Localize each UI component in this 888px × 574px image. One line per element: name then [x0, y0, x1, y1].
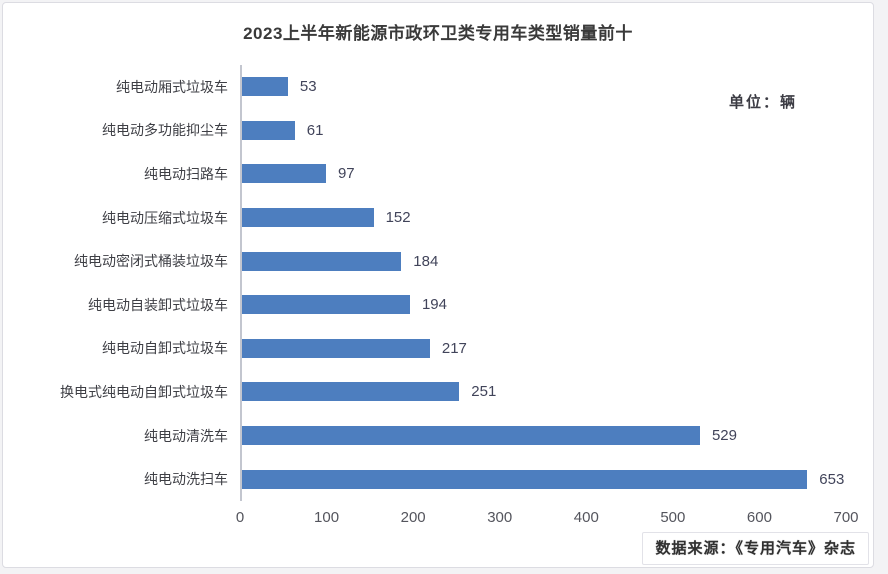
value-label: 61 — [306, 121, 324, 139]
bar-track: 194 — [240, 282, 848, 327]
bar — [242, 164, 326, 184]
bar-track: 251 — [240, 370, 848, 414]
unit-label: 单位：辆 — [728, 94, 797, 111]
bar-track: 97 — [240, 152, 848, 196]
bar-track: 53 — [240, 65, 848, 109]
category-label: 换电式纯电动自卸式垃圾车 — [60, 383, 228, 400]
x-tick-label: 600 — [746, 508, 772, 526]
category-label: 纯电动清洗车 — [144, 427, 228, 444]
bar-track: 184 — [240, 239, 848, 283]
x-tick-label: 300 — [487, 508, 513, 526]
chart-title: 2023上半年新能源市政环卫类专用车类型销量前十 — [243, 24, 633, 43]
bar — [242, 251, 402, 271]
bar — [242, 295, 410, 315]
category-label: 纯电动多功能抑尘车 — [102, 122, 228, 139]
bar — [242, 208, 374, 228]
bar — [242, 338, 430, 358]
bar-track: 61 — [240, 108, 848, 153]
category-label: 纯电动自装卸式垃圾车 — [88, 296, 228, 313]
bar-row: 纯电动多功能抑尘车 61 — [3, 108, 873, 153]
bar-row: 纯电动自卸式垃圾车 217 — [3, 326, 873, 371]
value-label: 251 — [471, 383, 497, 401]
bar-row: 纯电动厢式垃圾车 53 — [3, 65, 873, 109]
bar-row: 纯电动密闭式桶装垃圾车 184 — [3, 239, 873, 283]
value-label: 194 — [421, 296, 447, 314]
bar-track: 529 — [240, 413, 848, 458]
value-label: 217 — [441, 339, 467, 357]
value-label: 653 — [819, 470, 845, 488]
value-label: 152 — [385, 209, 411, 227]
x-tick-label: 100 — [314, 508, 340, 526]
bar-track: 152 — [240, 195, 848, 240]
bar-row: 纯电动洗扫车 653 — [3, 457, 873, 501]
bar-track: 653 — [240, 457, 848, 501]
bar-row: 纯电动清洗车 529 — [3, 413, 873, 458]
x-axis: 0 100 200 300 400 500 600 700 — [236, 501, 859, 527]
bar — [242, 77, 288, 97]
bar-row: 纯电动扫路车 97 — [3, 152, 873, 196]
bar-row: 纯电动压缩式垃圾车 152 — [3, 195, 873, 240]
bar — [242, 382, 460, 402]
value-label: 529 — [711, 427, 737, 445]
category-label: 纯电动扫路车 — [144, 165, 228, 182]
source-note: 数据来源：《专用汽车》杂志 — [642, 532, 869, 565]
x-tick-label: 500 — [660, 508, 686, 526]
bar — [242, 426, 700, 446]
x-tick-label: 400 — [573, 508, 599, 526]
bar-row: 换电式纯电动自卸式垃圾车 251 — [3, 370, 873, 414]
bar-track: 217 — [240, 326, 848, 371]
value-label: 97 — [337, 165, 355, 183]
bar-chart: 纯电动厢式垃圾车 53 纯电动多功能抑尘车 61 纯电动扫路车 97 纯电动压缩式垃圾车 15… — [3, 65, 873, 527]
chart-card: 2023上半年新能源市政环卫类专用车类型销量前十 单位：辆 纯电动厢式垃圾车 53… — [2, 2, 874, 568]
category-label: 纯电动自卸式垃圾车 — [102, 340, 228, 357]
bar — [242, 469, 808, 489]
value-label: 184 — [413, 252, 439, 270]
x-tick-label: 700 — [833, 508, 859, 526]
x-tick-label: 0 — [235, 508, 245, 526]
x-tick-label: 200 — [400, 508, 426, 526]
category-label: 纯电动厢式垃圾车 — [116, 78, 228, 95]
value-label: 53 — [299, 78, 317, 96]
category-label: 纯电动密闭式桶装垃圾车 — [74, 253, 228, 270]
category-label: 纯电动洗扫车 — [144, 471, 228, 488]
category-label: 纯电动压缩式垃圾车 — [102, 209, 228, 226]
bar-row: 纯电动自装卸式垃圾车 194 — [3, 282, 873, 327]
bar — [242, 120, 295, 140]
bar-rows: 纯电动厢式垃圾车 53 纯电动多功能抑尘车 61 纯电动扫路车 97 纯电动压缩式垃圾车 15… — [3, 65, 873, 501]
